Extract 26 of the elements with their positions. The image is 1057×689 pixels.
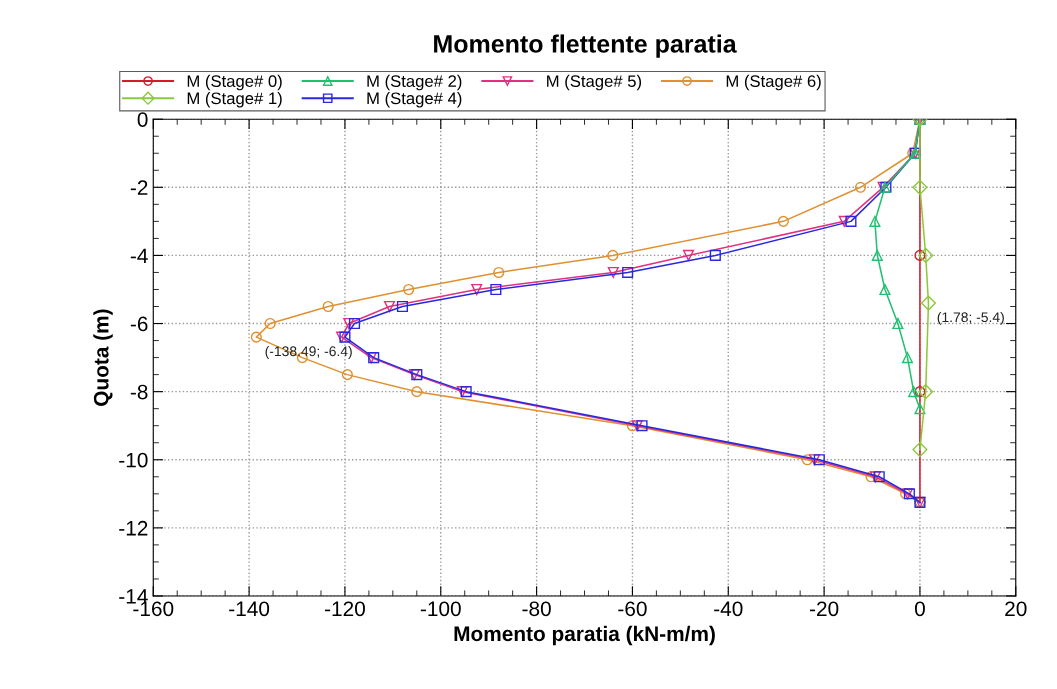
y-tick-label: 0 bbox=[137, 112, 148, 127]
x-tick-label: 0 bbox=[914, 601, 925, 617]
y-tick-label: -6 bbox=[130, 316, 148, 332]
legend-label: M (Stage# 1) bbox=[187, 91, 282, 108]
x-tick-label: -80 bbox=[522, 601, 551, 617]
y-tick-label: -2 bbox=[130, 180, 148, 195]
x-tick-label: -100 bbox=[420, 601, 461, 617]
chart-title: Momento flettente paratia bbox=[434, 34, 737, 58]
legend-label: M (Stage# 5) bbox=[547, 74, 642, 91]
y-tick-label: -10 bbox=[119, 452, 148, 468]
y-tick-label: -12 bbox=[119, 520, 148, 536]
x-tick-label: 20 bbox=[1005, 601, 1027, 617]
annotation: (1.78; -5.4) bbox=[937, 311, 1004, 325]
legend-label: M (Stage# 6) bbox=[726, 74, 821, 91]
y-tick-label: -8 bbox=[130, 384, 148, 400]
x-tick-label: -60 bbox=[618, 601, 647, 617]
x-tick-label: -140 bbox=[229, 601, 270, 617]
x-tick-label: -40 bbox=[714, 601, 743, 617]
x-tick-label: -20 bbox=[809, 601, 839, 617]
legend-label: M (Stage# 2) bbox=[367, 74, 462, 91]
x-tick-label: -120 bbox=[325, 601, 365, 617]
legend-label: M (Stage# 4) bbox=[367, 91, 462, 108]
legend-label: M (Stage# 0) bbox=[187, 74, 282, 91]
x-axis-title: Momento paratia (kN-m/m) bbox=[454, 625, 715, 646]
y-axis-title: Quota (m) bbox=[93, 309, 113, 406]
y-tick-label: -4 bbox=[130, 248, 148, 263]
